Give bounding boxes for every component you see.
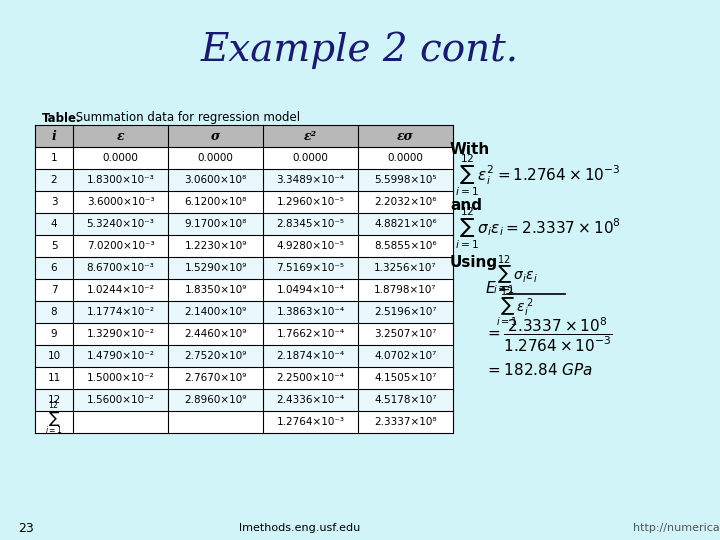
Text: 12: 12	[48, 395, 60, 405]
Bar	[35, 191, 453, 213]
Text: 1.2960×10⁻⁵: 1.2960×10⁻⁵	[276, 197, 344, 207]
Text: 3.2507×10⁷: 3.2507×10⁷	[374, 329, 437, 339]
Text: 1.7662×10⁻⁴: 1.7662×10⁻⁴	[276, 329, 345, 339]
Text: εσ: εσ	[397, 130, 414, 143]
Text: 1.4790×10⁻²: 1.4790×10⁻²	[86, 351, 154, 361]
Text: 1.2230×10⁹: 1.2230×10⁹	[184, 241, 247, 251]
Text: 2.8960×10⁹: 2.8960×10⁹	[184, 395, 247, 405]
Bar	[35, 345, 453, 367]
Text: 1.5290×10⁹: 1.5290×10⁹	[184, 263, 247, 273]
Text: $\sum_{i=1}^{12}$: $\sum_{i=1}^{12}$	[45, 401, 63, 437]
Text: 2.3337×10⁸: 2.3337×10⁸	[374, 417, 437, 427]
Text: Example 2 cont.: Example 2 cont.	[201, 31, 519, 69]
Text: 3.6000×10⁻³: 3.6000×10⁻³	[86, 197, 154, 207]
Text: 2: 2	[50, 175, 58, 185]
Text: σ: σ	[211, 130, 220, 143]
Text: 2.2032×10⁶: 2.2032×10⁶	[374, 197, 437, 207]
Text: 2.1400×10⁹: 2.1400×10⁹	[184, 307, 247, 317]
Text: 6: 6	[50, 263, 58, 273]
Bar	[35, 323, 453, 345]
Text: 2.7670×10⁹: 2.7670×10⁹	[184, 373, 247, 383]
Text: 1.0244×10⁻²: 1.0244×10⁻²	[86, 285, 154, 295]
Text: http://numerica: http://numerica	[634, 523, 720, 533]
Text: $= 182.84\ \mathit{GPa}$: $= 182.84\ \mathit{GPa}$	[485, 362, 593, 378]
Text: 8.6700×10⁻³: 8.6700×10⁻³	[86, 263, 154, 273]
Text: 5.3240×10⁻³: 5.3240×10⁻³	[86, 219, 154, 229]
Text: 0.0000: 0.0000	[387, 153, 423, 163]
Text: 9: 9	[50, 329, 58, 339]
Text: 1.2764×10⁻³: 1.2764×10⁻³	[276, 417, 344, 427]
Text: 3.0600×10⁸: 3.0600×10⁸	[184, 175, 247, 185]
Text: 8: 8	[50, 307, 58, 317]
Text: 2.4336×10⁻⁴: 2.4336×10⁻⁴	[276, 395, 345, 405]
Bar	[35, 389, 453, 411]
Bar	[35, 257, 453, 279]
Text: 6.1200×10⁸: 6.1200×10⁸	[184, 197, 247, 207]
Text: 0.0000: 0.0000	[102, 153, 138, 163]
Text: 4.5178×10⁷: 4.5178×10⁷	[374, 395, 437, 405]
Text: 3: 3	[50, 197, 58, 207]
Bar	[35, 279, 453, 301]
Text: With: With	[450, 143, 490, 158]
Text: 3.3489×10⁻⁴: 3.3489×10⁻⁴	[276, 175, 345, 185]
Text: Summation data for regression model: Summation data for regression model	[72, 111, 300, 125]
Text: 1.8350×10⁹: 1.8350×10⁹	[184, 285, 247, 295]
Text: 9.1700×10⁸: 9.1700×10⁸	[184, 219, 247, 229]
Text: $=\dfrac{2.3337\times10^{8}}{1.2764\times10^{-3}}$: $=\dfrac{2.3337\times10^{8}}{1.2764\time…	[485, 316, 613, 354]
Text: 4.0702×10⁷: 4.0702×10⁷	[374, 351, 436, 361]
Text: 10: 10	[48, 351, 60, 361]
Text: 1.5600×10⁻²: 1.5600×10⁻²	[86, 395, 154, 405]
Text: $\sum_{i=1}^{12}\varepsilon_i^2 = 1.2764\times10^{-3}$: $\sum_{i=1}^{12}\varepsilon_i^2 = 1.2764…	[455, 152, 621, 198]
Bar	[35, 169, 453, 191]
Bar	[35, 213, 453, 235]
Text: 11: 11	[48, 373, 60, 383]
Bar	[35, 367, 453, 389]
Text: $E=$: $E=$	[485, 280, 510, 296]
Bar	[35, 301, 453, 323]
Text: 4.1505×10⁷: 4.1505×10⁷	[374, 373, 437, 383]
Text: 2.4460×10⁹: 2.4460×10⁹	[184, 329, 247, 339]
Text: 7.5169×10⁻⁵: 7.5169×10⁻⁵	[276, 263, 344, 273]
Bar	[35, 235, 453, 257]
Text: 1.8798×10⁷: 1.8798×10⁷	[374, 285, 437, 295]
Text: 1: 1	[50, 153, 58, 163]
Text: 1.3256×10⁷: 1.3256×10⁷	[374, 263, 437, 273]
Text: 8.5855×10⁶: 8.5855×10⁶	[374, 241, 437, 251]
Text: Using: Using	[450, 254, 498, 269]
Text: 4.9280×10⁻⁵: 4.9280×10⁻⁵	[276, 241, 344, 251]
Text: 2.5196×10⁷: 2.5196×10⁷	[374, 307, 437, 317]
Text: 1.8300×10⁻³: 1.8300×10⁻³	[86, 175, 154, 185]
Text: 1.3290×10⁻²: 1.3290×10⁻²	[86, 329, 154, 339]
Text: 1.0494×10⁻⁴: 1.0494×10⁻⁴	[276, 285, 344, 295]
Text: lmethods.eng.usf.edu: lmethods.eng.usf.edu	[239, 523, 361, 533]
Text: 1.1774×10⁻²: 1.1774×10⁻²	[86, 307, 155, 317]
Text: 0.0000: 0.0000	[197, 153, 233, 163]
Bar	[35, 411, 453, 433]
Text: 7: 7	[50, 285, 58, 295]
Text: 1.3863×10⁻⁴: 1.3863×10⁻⁴	[276, 307, 345, 317]
Bar	[35, 125, 453, 147]
Text: 5: 5	[50, 241, 58, 251]
Text: 2.2500×10⁻⁴: 2.2500×10⁻⁴	[276, 373, 344, 383]
Text: Table.: Table.	[42, 111, 81, 125]
Text: 1.5000×10⁻²: 1.5000×10⁻²	[86, 373, 154, 383]
Text: 2.1874×10⁻⁴: 2.1874×10⁻⁴	[276, 351, 345, 361]
Text: 2.8345×10⁻⁵: 2.8345×10⁻⁵	[276, 219, 344, 229]
Text: 23: 23	[18, 522, 34, 535]
Text: 4.8821×10⁶: 4.8821×10⁶	[374, 219, 437, 229]
Text: 2.7520×10⁹: 2.7520×10⁹	[184, 351, 247, 361]
Text: 7.0200×10⁻³: 7.0200×10⁻³	[86, 241, 154, 251]
Text: 4: 4	[50, 219, 58, 229]
Text: 5.5998×10⁵: 5.5998×10⁵	[374, 175, 437, 185]
Text: ε²: ε²	[304, 130, 317, 143]
Text: 0.0000: 0.0000	[292, 153, 328, 163]
Text: $\sum_{i=1}^{12}\varepsilon_i^{\,2}$: $\sum_{i=1}^{12}\varepsilon_i^{\,2}$	[496, 285, 534, 329]
Text: $\sum_{i=1}^{12}\sigma_i\varepsilon_i = 2.3337\times10^{8}$: $\sum_{i=1}^{12}\sigma_i\varepsilon_i = …	[455, 205, 621, 251]
Bar	[35, 147, 453, 169]
Text: and: and	[450, 198, 482, 213]
Text: ε: ε	[117, 130, 125, 143]
Text: $\sum_{i=1}^{12}\sigma_i\varepsilon_i$: $\sum_{i=1}^{12}\sigma_i\varepsilon_i$	[492, 253, 537, 297]
Text: i: i	[52, 130, 56, 143]
